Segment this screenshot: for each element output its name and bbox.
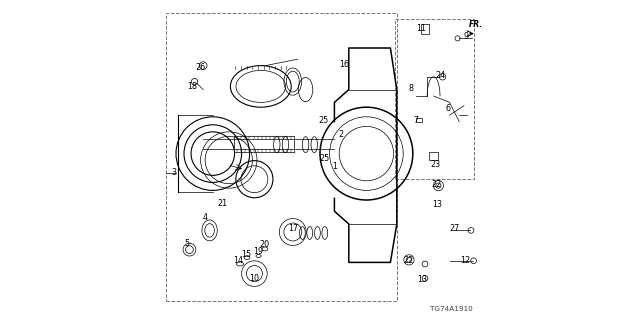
Text: 20: 20: [259, 240, 269, 249]
Bar: [396, 19, 474, 179]
Text: 13: 13: [417, 276, 428, 284]
Text: 11: 11: [416, 24, 426, 33]
Text: 18: 18: [187, 82, 197, 91]
Text: 2: 2: [338, 130, 344, 139]
Text: 26: 26: [195, 63, 205, 72]
Text: 22: 22: [403, 256, 413, 265]
Text: 3: 3: [172, 168, 177, 177]
Text: 27: 27: [449, 224, 460, 233]
Text: 6: 6: [445, 104, 451, 113]
Text: TG74A1910: TG74A1910: [430, 306, 473, 312]
Text: 10: 10: [250, 274, 259, 283]
Bar: [429, 152, 438, 160]
Text: 7: 7: [413, 116, 419, 124]
Text: 19: 19: [253, 247, 264, 256]
Text: 13: 13: [432, 200, 442, 209]
Text: 12: 12: [461, 256, 470, 265]
Text: 25: 25: [319, 154, 330, 163]
Text: 25: 25: [318, 116, 328, 124]
Text: 4: 4: [202, 213, 207, 222]
Text: 16: 16: [339, 60, 349, 68]
Text: 14: 14: [234, 256, 243, 265]
Text: 24: 24: [435, 71, 445, 80]
Text: 23: 23: [430, 160, 440, 169]
Text: 22: 22: [431, 180, 442, 188]
Text: 9: 9: [463, 32, 468, 41]
Text: FR.: FR.: [468, 20, 483, 29]
Bar: [416, 118, 422, 122]
Text: 5: 5: [184, 239, 190, 248]
Bar: [166, 13, 397, 301]
Bar: [421, 24, 429, 34]
Text: 1: 1: [332, 162, 337, 171]
Text: 17: 17: [288, 224, 298, 233]
Text: 15: 15: [241, 250, 252, 259]
Text: 21: 21: [218, 199, 227, 208]
Text: 8: 8: [409, 84, 413, 92]
